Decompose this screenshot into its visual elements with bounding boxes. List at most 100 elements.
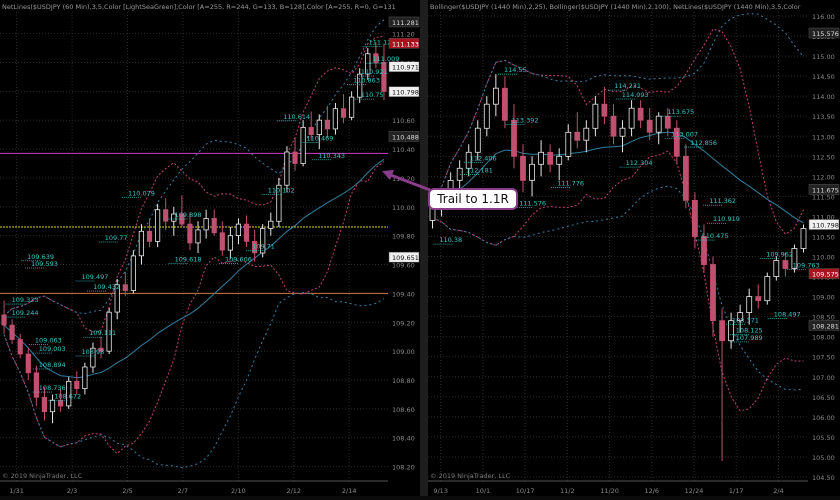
candle-body bbox=[146, 230, 153, 242]
chart-title: NetLines($USDJPY (60 Min),3,5,Color [Lig… bbox=[2, 3, 396, 11]
candle-body bbox=[628, 107, 635, 129]
net-line-label: 109.962 bbox=[766, 251, 793, 259]
candle-body bbox=[171, 213, 177, 222]
net-line-label: 114.093 bbox=[622, 91, 649, 99]
net-line-label: 111.576 bbox=[519, 200, 546, 208]
price-tag bbox=[808, 27, 840, 39]
price-tag-label: 110.798 bbox=[812, 222, 839, 230]
callout-arrow-head bbox=[382, 170, 394, 180]
net-line-label: 112.304 bbox=[626, 159, 653, 167]
y-tick-label: 108.50 bbox=[812, 314, 835, 322]
y-tick-label: 115.00 bbox=[812, 53, 835, 61]
candle-body bbox=[755, 296, 762, 302]
candle-body bbox=[691, 199, 698, 237]
y-tick-label: 111.50 bbox=[812, 193, 835, 201]
band-midline bbox=[3, 158, 385, 379]
chart-pane-60min[interactable]: NetLines($USDJPY (60 Min),3,5,Color [Lig… bbox=[0, 0, 420, 496]
candle-body bbox=[682, 155, 689, 201]
candle-body bbox=[268, 220, 274, 229]
y-tick-label: 108.80 bbox=[392, 377, 415, 385]
x-tick-label: 11/2 bbox=[560, 487, 575, 495]
candle-body bbox=[1, 314, 7, 326]
price-tag-label: 109.651 bbox=[392, 254, 419, 262]
net-line-label: 113.007 bbox=[671, 130, 698, 138]
candle-body bbox=[465, 151, 472, 169]
price-tag-label: 115.576 bbox=[812, 30, 839, 38]
candle-body bbox=[284, 151, 290, 186]
candle-body bbox=[746, 296, 753, 314]
candle-body bbox=[764, 276, 771, 302]
net-line-label: 109.618 bbox=[175, 256, 202, 264]
candle-body bbox=[340, 108, 347, 118]
net-line-label: 114.55 bbox=[504, 66, 527, 74]
net-line-label: 109.763 bbox=[793, 261, 820, 269]
net-line-label: 109.606 bbox=[225, 256, 252, 264]
price-tag bbox=[388, 16, 420, 28]
y-tick-label: 113.00 bbox=[812, 133, 835, 141]
candle-body bbox=[502, 87, 508, 121]
x-tick-label: 12/6 bbox=[644, 487, 659, 495]
chart-pane-daily[interactable]: Bollinger($USDJPY (1440 Min),2,25), Boll… bbox=[428, 0, 840, 496]
candle-body bbox=[82, 366, 88, 390]
band-midline bbox=[432, 131, 804, 224]
callout-arrow bbox=[382, 170, 431, 192]
candle-body bbox=[292, 151, 298, 164]
candle-body bbox=[106, 311, 112, 352]
candle-body bbox=[529, 163, 535, 181]
x-tick-label: 2/12 bbox=[286, 487, 301, 495]
net-line-label: 111.362 bbox=[709, 197, 736, 205]
y-tick-label: 109.00 bbox=[392, 348, 415, 356]
chart-svg-daily[interactable]: Bollinger($USDJPY (1440 Min),2,25), Boll… bbox=[428, 0, 840, 496]
x-tick-label: 2/3 bbox=[67, 487, 77, 495]
net-line-label: 108.98 bbox=[81, 348, 104, 356]
band-outer-upper bbox=[3, 19, 385, 317]
price-tag bbox=[388, 131, 420, 142]
net-line-label: 110.921 bbox=[361, 68, 388, 76]
candle-body bbox=[673, 127, 680, 157]
price-tag-label: 111.281 bbox=[392, 19, 419, 27]
y-tick-label: 104.50 bbox=[812, 474, 835, 482]
net-line-label: 109.063 bbox=[35, 336, 62, 344]
x-tick-label: 2/5 bbox=[122, 487, 132, 495]
price-tag bbox=[808, 184, 840, 195]
x-tick-label: 11/20 bbox=[600, 487, 619, 495]
net-line-label: 109.111 bbox=[89, 329, 116, 337]
y-tick-label: 110.50 bbox=[812, 233, 835, 241]
candle-body bbox=[619, 127, 626, 137]
net-line-label: 109.898 bbox=[175, 211, 202, 219]
candle-body bbox=[98, 347, 104, 352]
candle-body bbox=[348, 96, 355, 118]
price-tag bbox=[388, 38, 420, 49]
net-line-label: 110.475 bbox=[702, 232, 729, 240]
x-tick-label: 12/24 bbox=[685, 487, 704, 495]
candle-body bbox=[511, 119, 517, 157]
y-tick-label: 111.20 bbox=[392, 31, 415, 39]
net-line-label: 107.989 bbox=[736, 334, 763, 342]
candle-body bbox=[574, 131, 581, 141]
chart-svg-60min[interactable]: NetLines($USDJPY (60 Min),3,5,Color [Lig… bbox=[0, 0, 420, 496]
net-line-label: 111.009 bbox=[372, 55, 399, 63]
candle-body bbox=[300, 127, 306, 164]
y-tick-label: 109.40 bbox=[392, 290, 415, 298]
candle-body bbox=[520, 155, 526, 181]
net-line-label: 109.432 bbox=[93, 283, 120, 291]
candle-body bbox=[130, 255, 136, 291]
net-line-label: 111.125 bbox=[369, 38, 396, 46]
candle-body bbox=[710, 264, 716, 321]
y-tick-label: 108.20 bbox=[392, 464, 415, 472]
price-tag bbox=[808, 320, 840, 331]
net-line-label: 110.863 bbox=[353, 77, 380, 85]
candle-body bbox=[179, 213, 185, 225]
candle-body bbox=[547, 151, 554, 165]
y-tick-label: 107.00 bbox=[812, 374, 835, 382]
candle-body bbox=[782, 260, 789, 269]
y-tick-label: 107.50 bbox=[812, 354, 835, 362]
pane-divider[interactable] bbox=[420, 0, 428, 496]
candle-body bbox=[260, 228, 266, 254]
net-line-label: 108.672 bbox=[54, 393, 81, 401]
candle-body bbox=[773, 260, 780, 277]
net-line-label: 108.125 bbox=[736, 327, 763, 335]
candle-body bbox=[316, 119, 322, 135]
candle-body bbox=[187, 223, 193, 244]
y-tick-label: 105.00 bbox=[812, 454, 835, 462]
